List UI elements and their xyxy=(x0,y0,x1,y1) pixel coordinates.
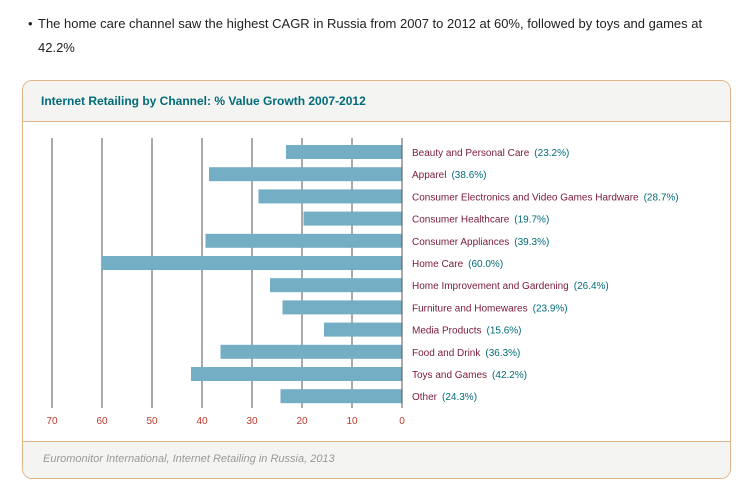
category-name: Consumer Healthcare xyxy=(412,215,510,226)
value-label: (38.6%) xyxy=(451,170,486,181)
card-footer: Euromonitor International, Internet Reta… xyxy=(23,441,730,478)
bar xyxy=(191,367,402,381)
bullet-dot: • xyxy=(28,16,33,31)
bar xyxy=(324,322,402,337)
bar xyxy=(102,256,402,270)
value-label: (42.2%) xyxy=(492,370,527,381)
category-label: Food and Drink (36.3%) xyxy=(412,348,520,359)
category-name: Apparel xyxy=(412,170,446,181)
tick-label: 30 xyxy=(246,416,258,427)
value-label: (60.0%) xyxy=(468,259,503,270)
bar xyxy=(303,211,402,226)
category-label: Beauty and Personal Care (23.2%) xyxy=(412,148,569,159)
value-label: (24.3%) xyxy=(442,392,477,403)
category-name: Furniture and Homewares xyxy=(412,303,528,314)
value-label: (26.4%) xyxy=(574,281,609,292)
bar xyxy=(280,389,402,404)
category-label: Furniture and Homewares (23.9%) xyxy=(412,303,568,314)
value-label: (36.3%) xyxy=(485,348,520,359)
category-name: Media Products xyxy=(412,326,481,337)
bar xyxy=(286,145,402,159)
category-name: Beauty and Personal Care xyxy=(412,148,530,159)
category-name: Consumer Electronics and Video Games Har… xyxy=(412,192,639,203)
chart-title: Internet Retailing by Channel: % Value G… xyxy=(41,94,366,108)
category-label: Other (24.3%) xyxy=(412,392,477,403)
value-label: (15.6%) xyxy=(486,326,521,337)
category-label: Consumer Appliances (39.3%) xyxy=(412,237,549,248)
bar xyxy=(209,167,402,182)
value-label: (19.7%) xyxy=(514,215,549,226)
category-name: Other xyxy=(412,392,438,403)
category-label: Consumer Healthcare (19.7%) xyxy=(412,215,549,226)
bar xyxy=(258,189,402,204)
tick-label: 70 xyxy=(46,416,58,427)
category-label: Consumer Electronics and Video Games Har… xyxy=(412,192,679,203)
bar xyxy=(205,233,402,248)
category-label: Media Products (15.6%) xyxy=(412,326,522,337)
value-label: (39.3%) xyxy=(514,237,549,248)
category-name: Toys and Games xyxy=(412,370,487,381)
intro-bullet: • The home care channel saw the highest … xyxy=(28,12,738,60)
bar xyxy=(282,300,402,315)
category-label: Apparel (38.6%) xyxy=(412,170,486,181)
value-label: (23.9%) xyxy=(533,303,568,314)
source-note: Euromonitor International, Internet Reta… xyxy=(43,453,335,465)
intro-text: The home care channel saw the highest CA… xyxy=(38,16,703,55)
value-label: (28.7%) xyxy=(644,192,679,203)
tick-label: 10 xyxy=(346,416,358,427)
bar xyxy=(270,278,402,293)
bar xyxy=(220,344,402,359)
tick-label: 0 xyxy=(399,416,405,427)
tick-label: 40 xyxy=(196,416,208,427)
category-name: Home Improvement and Gardening xyxy=(412,281,569,292)
category-name: Home Care xyxy=(412,259,464,270)
category-label: Home Care (60.0%) xyxy=(412,259,503,270)
value-label: (23.2%) xyxy=(534,148,569,159)
category-label: Toys and Games (42.2%) xyxy=(412,370,527,381)
card-header: Internet Retailing by Channel: % Value G… xyxy=(23,81,730,122)
category-name: Consumer Appliances xyxy=(412,237,509,248)
category-label: Home Improvement and Gardening (26.4%) xyxy=(412,281,609,292)
tick-label: 20 xyxy=(296,416,308,427)
tick-label: 50 xyxy=(146,416,158,427)
tick-label: 60 xyxy=(96,416,108,427)
category-name: Food and Drink xyxy=(412,348,481,359)
